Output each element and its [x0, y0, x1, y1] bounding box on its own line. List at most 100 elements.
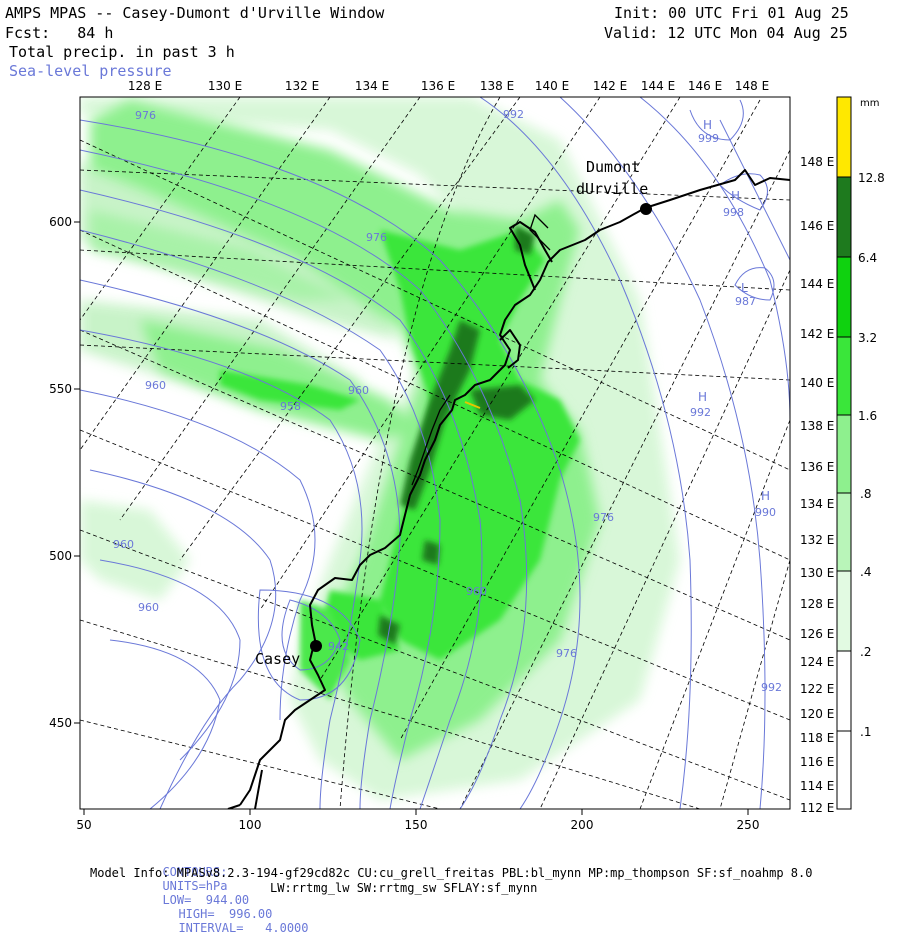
colorbar-swatch: [837, 651, 851, 731]
arrow-icon: [464, 401, 481, 409]
y-tick-label: 450: [49, 716, 72, 730]
lon-label: 128 E: [128, 79, 162, 93]
lon-label: 134 E: [355, 79, 389, 93]
lon-label: 132 E: [800, 533, 834, 547]
x-tick-label: 50: [76, 818, 91, 832]
coastline: [227, 169, 790, 809]
lon-label: 146 E: [688, 79, 722, 93]
colorbar-label: 12.8: [858, 171, 885, 185]
lon-label: 130 E: [800, 566, 834, 580]
right-longitude-labels: 148 E 146 E 144 E 142 E 140 E 138 E 136 …: [800, 155, 834, 815]
overlay-name: Sea-level pressure: [9, 62, 172, 80]
colorbar-swatch: [837, 97, 851, 177]
valid-time: Valid: 12 UTC Mon 04 Aug 25: [604, 24, 848, 42]
colorbar-swatch: [837, 493, 851, 571]
pressure-label: 960: [145, 379, 166, 392]
lon-label: 126 E: [800, 627, 834, 641]
colorbar-swatch: [837, 415, 851, 493]
lon-label: 124 E: [800, 655, 834, 669]
contours-low: LOW= 944.00: [162, 893, 250, 907]
lon-label: 132 E: [285, 79, 319, 93]
lon-label: 144 E: [641, 79, 675, 93]
x-tick-label: 200: [571, 818, 594, 832]
pressure-label: 976: [593, 511, 614, 524]
precip-map: Dumont dUrville Casey 976 992 999 998 98…: [49, 79, 885, 832]
y-axis-ticks: [74, 221, 80, 724]
station-label-dumont: Dumont: [586, 158, 640, 176]
lon-label: 134 E: [800, 497, 834, 511]
x-tick-label: 150: [405, 818, 428, 832]
x-tick-label: 100: [239, 818, 262, 832]
colorbar-label: .2: [860, 645, 871, 659]
low-mark: L: [741, 281, 748, 295]
lon-label: 140 E: [535, 79, 569, 93]
lon-label: 142 E: [593, 79, 627, 93]
y-tick-label: 550: [49, 382, 72, 396]
x-tick-label: 250: [737, 818, 760, 832]
high-mark: H: [698, 390, 707, 404]
model-info: Model Info: MPASv8.2.3-194-gf29cd82c CU:…: [90, 866, 813, 880]
lon-label: 146 E: [800, 219, 834, 233]
pressure-label: 992: [761, 681, 782, 694]
lon-label: 138 E: [480, 79, 514, 93]
colorbar-label: .8: [860, 487, 871, 501]
y-tick-label: 600: [49, 215, 72, 229]
colorbar-swatch: [837, 337, 851, 415]
contours-units: UNITS=hPa: [162, 879, 228, 893]
forecast-hour: Fcst: 84 h: [5, 24, 114, 42]
high-mark: H: [703, 118, 712, 132]
pressure-label: 992: [503, 108, 524, 121]
field-name: Total precip. in past 3 h: [9, 43, 235, 61]
lon-label: 114 E: [800, 779, 834, 793]
x-axis-labels: 50 100 150 200 250: [76, 818, 759, 832]
lon-label: 112 E: [800, 801, 834, 815]
pressure-label: 960: [113, 538, 134, 551]
colorbar-label: .1: [860, 725, 871, 739]
station-label-casey: Casey: [255, 650, 300, 668]
x-axis-ticks: [83, 809, 749, 815]
station-label-durville: dUrville: [576, 180, 648, 198]
colorbar-label: 6.4: [858, 251, 877, 265]
lon-label: 148 E: [735, 79, 769, 93]
pressure-label: 976: [135, 109, 156, 122]
lon-label: 144 E: [800, 277, 834, 291]
contours-label: CONTOURS:: [162, 865, 228, 879]
pressure-label: 992: [690, 406, 711, 419]
map-title: AMPS MPAS -- Casey-Dumont d'Urville Wind…: [5, 4, 385, 22]
precip-shading: [80, 97, 680, 800]
colorbar-swatch: [837, 257, 851, 337]
lon-label: 148 E: [800, 155, 834, 169]
pressure-label: 958: [280, 400, 301, 413]
high-mark: H: [731, 189, 740, 203]
model-info-2: LW:rrtmg_lw SW:rrtmg_sw SFLAY:sf_mynn: [270, 881, 538, 895]
lon-label: 138 E: [800, 419, 834, 433]
lon-label: 130 E: [208, 79, 242, 93]
lon-label: 128 E: [800, 597, 834, 611]
init-time: Init: 00 UTC Fri 01 Aug 25: [614, 4, 849, 22]
lon-label: 120 E: [800, 707, 834, 721]
lon-label: 142 E: [800, 327, 834, 341]
colorbar-swatch: [837, 177, 851, 257]
colorbar-unit: mm: [860, 98, 879, 109]
pressure-labels: 976 992 999 998 987 992 990 976 976 960 …: [113, 108, 782, 694]
lon-label: 136 E: [421, 79, 455, 93]
colorbar-swatch: [837, 571, 851, 651]
colorbar-frame: [836, 96, 852, 810]
pressure-label: 960: [138, 601, 159, 614]
dumont-durville-station-marker: [640, 203, 652, 215]
inland-coast-detail: [411, 213, 551, 486]
pressure-label: 987: [735, 295, 756, 308]
map-frame: [79, 96, 791, 810]
y-axis-labels: 600 550 500 450: [49, 215, 72, 730]
pressure-label: 999: [698, 132, 719, 145]
y-tick-label: 500: [49, 549, 72, 563]
lon-label: 122 E: [800, 682, 834, 696]
pressure-label: 976: [556, 647, 577, 660]
colorbar-swatch: [837, 731, 851, 809]
top-longitude-labels: 128 E 130 E 132 E 134 E 136 E 138 E 140 …: [128, 79, 769, 93]
colorbar-label: 3.2: [858, 331, 877, 345]
pressure-label: 960: [466, 585, 487, 598]
pressure-label: 998: [723, 206, 744, 219]
high-low-marks: H H L H H: [698, 118, 770, 503]
lon-label: 136 E: [800, 460, 834, 474]
